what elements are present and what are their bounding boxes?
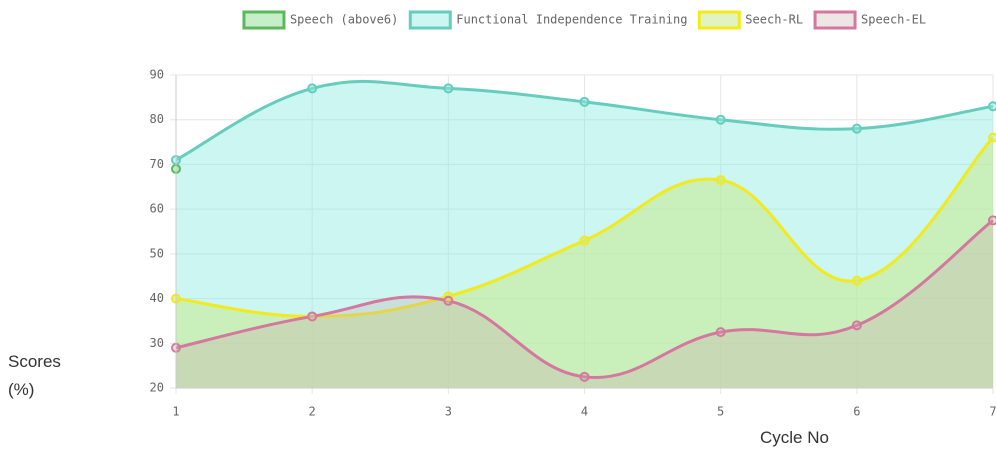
line [175, 79, 994, 162]
y-tick-label: 90 [150, 68, 164, 82]
point [715, 114, 726, 125]
point [988, 101, 996, 112]
x-tick-label: 5 [717, 405, 724, 419]
point [443, 83, 454, 94]
point [307, 83, 318, 94]
legend-swatch [408, 10, 452, 30]
legend-swatch [242, 10, 286, 30]
x-tick-label: 1 [172, 405, 179, 419]
legend-label: Functional Independence Training [456, 13, 687, 27]
legend-swatch [813, 10, 857, 30]
point [579, 235, 590, 246]
legend-label: Speech (above6) [290, 13, 398, 27]
x-tick-label: 6 [853, 405, 860, 419]
point [715, 327, 726, 338]
x-tick-label: 3 [445, 405, 452, 419]
point [988, 132, 996, 143]
point [988, 215, 996, 226]
y-tick-label: 70 [150, 157, 164, 171]
x-tick-label: 2 [309, 405, 316, 419]
point [851, 320, 862, 331]
legend-label: Seech-RL [745, 13, 803, 27]
point [579, 96, 590, 107]
y-tick-label: 80 [150, 112, 164, 126]
legend-label: Speech-EL [861, 13, 926, 27]
y-tick-label: 30 [150, 336, 164, 350]
x-axis-label: Cycle No [760, 428, 829, 447]
point [715, 175, 726, 186]
point [579, 371, 590, 382]
x-tick-label: 7 [989, 405, 996, 419]
area [176, 137, 993, 388]
x-tick-label: 4 [581, 405, 588, 419]
legend-swatch [697, 10, 741, 30]
point [443, 295, 454, 306]
y-tick-label: 40 [150, 291, 164, 305]
y-tick-label: 20 [150, 381, 164, 395]
point [307, 311, 318, 322]
y-axis-label: Scores (%) [8, 352, 61, 399]
point [851, 123, 862, 134]
y-tick-label: 60 [150, 202, 164, 216]
area [176, 220, 993, 388]
y-tick-label: 50 [150, 246, 164, 260]
point [851, 275, 862, 286]
